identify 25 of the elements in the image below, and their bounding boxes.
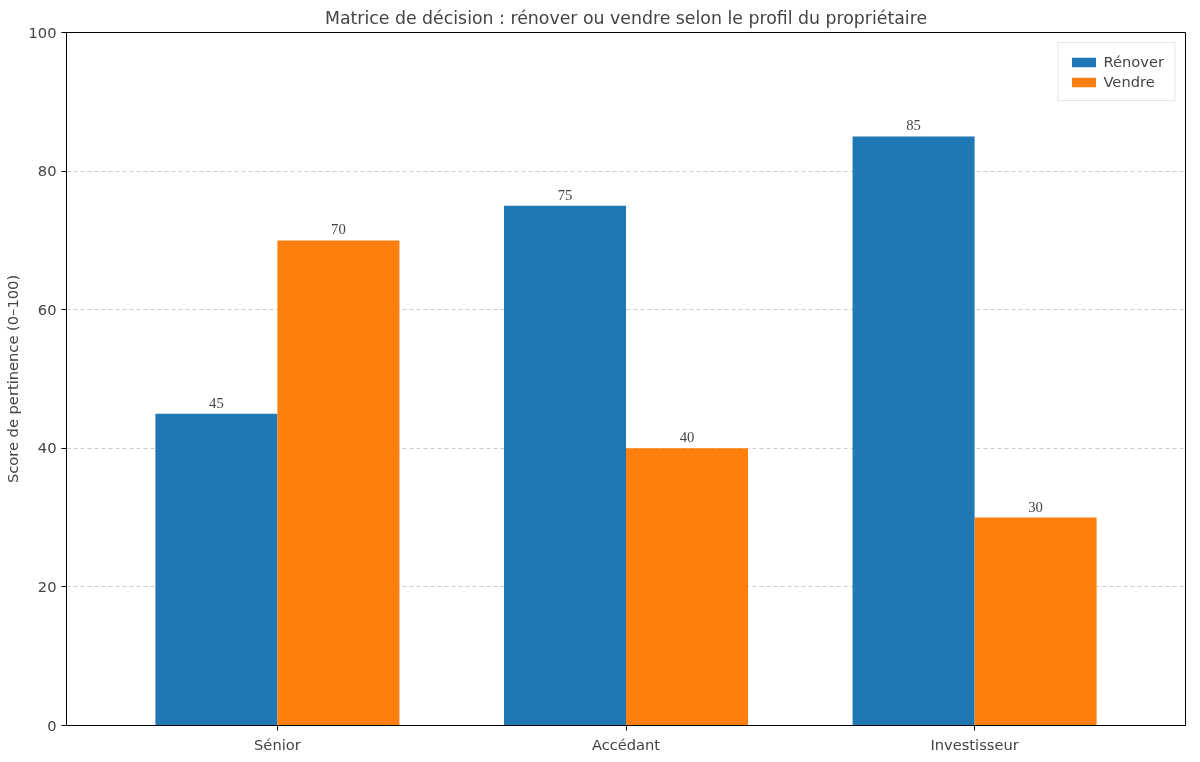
data-label: 75 (557, 186, 573, 203)
legend-label: Rénover (1103, 53, 1164, 70)
data-label: 40 (679, 429, 695, 446)
x-tick-label: Investisseur (930, 735, 1020, 753)
bar (503, 205, 626, 726)
chart-title: Matrice de décision : rénover ou vendre selon le profil du propriétaire (324, 7, 928, 28)
x-tick-label: Accédant (591, 735, 661, 753)
data-label: 30 (1028, 498, 1043, 515)
bar (852, 136, 975, 726)
y-tick-label: 0 (47, 716, 57, 734)
y-tick-label: 100 (28, 23, 57, 41)
bar (626, 448, 749, 726)
data-label: 45 (209, 394, 224, 411)
data-label: 70 (331, 221, 346, 238)
x-tick-label: Sénior (254, 735, 302, 753)
y-tick-label: 80 (37, 162, 57, 180)
y-tick-label: 20 (37, 577, 57, 595)
y-axis-title: Score de pertinence (0–100) (3, 274, 21, 484)
bar (155, 413, 278, 726)
y-tick-label: 60 (37, 300, 57, 318)
legend-label: Vendre (1103, 73, 1155, 90)
bar (974, 517, 1097, 726)
bar (277, 240, 400, 726)
data-label: 85 (906, 117, 921, 134)
y-tick-label: 40 (37, 439, 57, 457)
